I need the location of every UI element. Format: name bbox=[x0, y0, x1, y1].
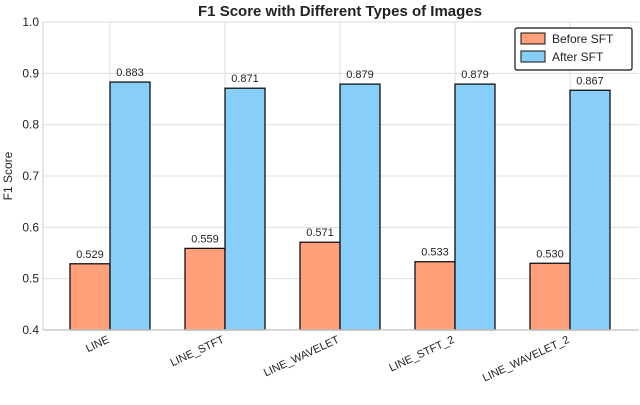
y-tick-label: 0.9 bbox=[22, 66, 39, 80]
bar-after-sft bbox=[339, 83, 381, 331]
data-label: 0.879 bbox=[346, 69, 374, 81]
legend-label: Before SFT bbox=[552, 32, 614, 46]
legend-label: After SFT bbox=[552, 50, 604, 64]
x-tick-label: LINE_WAVELET bbox=[262, 334, 342, 380]
bar-after-sft bbox=[224, 87, 266, 331]
data-label: 0.559 bbox=[191, 233, 219, 245]
data-label: 0.883 bbox=[116, 67, 144, 79]
bar-before-sft bbox=[69, 263, 111, 331]
x-tick-label: LINE bbox=[84, 334, 111, 355]
y-tick-label: 0.8 bbox=[22, 118, 39, 132]
data-label: 0.533 bbox=[421, 247, 449, 259]
bar-after-sft bbox=[569, 89, 611, 331]
bar-before-sft bbox=[299, 241, 341, 331]
y-tick-label: 1.0 bbox=[22, 15, 39, 29]
legend: Before SFT After SFT bbox=[514, 27, 633, 71]
bar-before-sft bbox=[184, 247, 226, 331]
data-label: 0.529 bbox=[76, 249, 104, 261]
y-tick-label: 0.6 bbox=[22, 220, 39, 234]
data-label: 0.530 bbox=[536, 248, 564, 260]
data-label: 0.571 bbox=[306, 227, 334, 239]
x-tick-label: LINE_STFT_2 bbox=[387, 334, 456, 375]
y-axis-label: F1 Score bbox=[1, 151, 15, 200]
data-label: 0.871 bbox=[231, 73, 259, 85]
data-label: 0.879 bbox=[461, 69, 489, 81]
y-tick-label: 0.4 bbox=[22, 323, 39, 337]
bar-before-sft bbox=[529, 262, 571, 331]
chart-title: F1 Score with Different Types of Images bbox=[198, 3, 482, 20]
y-tick-label: 0.5 bbox=[22, 272, 39, 286]
x-tick-label: LINE_WAVELET_2 bbox=[481, 334, 571, 385]
data-label: 0.867 bbox=[576, 75, 604, 87]
bar-after-sft bbox=[109, 81, 151, 331]
legend-swatch bbox=[520, 50, 546, 63]
bar-before-sft bbox=[414, 261, 456, 331]
x-tick-label: LINE_STFT bbox=[169, 334, 227, 370]
bar-after-sft bbox=[454, 83, 496, 331]
legend-swatch bbox=[520, 32, 546, 45]
y-tick-label: 0.7 bbox=[22, 169, 39, 183]
